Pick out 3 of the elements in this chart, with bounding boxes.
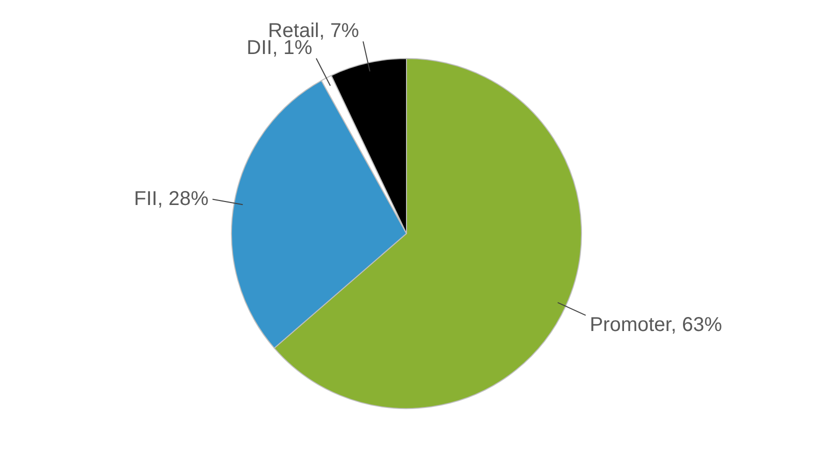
slice-label: DII, 1% xyxy=(246,36,312,59)
slice-label: FII, 28% xyxy=(134,188,209,210)
slice-label: Promoter, 63% xyxy=(590,314,722,336)
